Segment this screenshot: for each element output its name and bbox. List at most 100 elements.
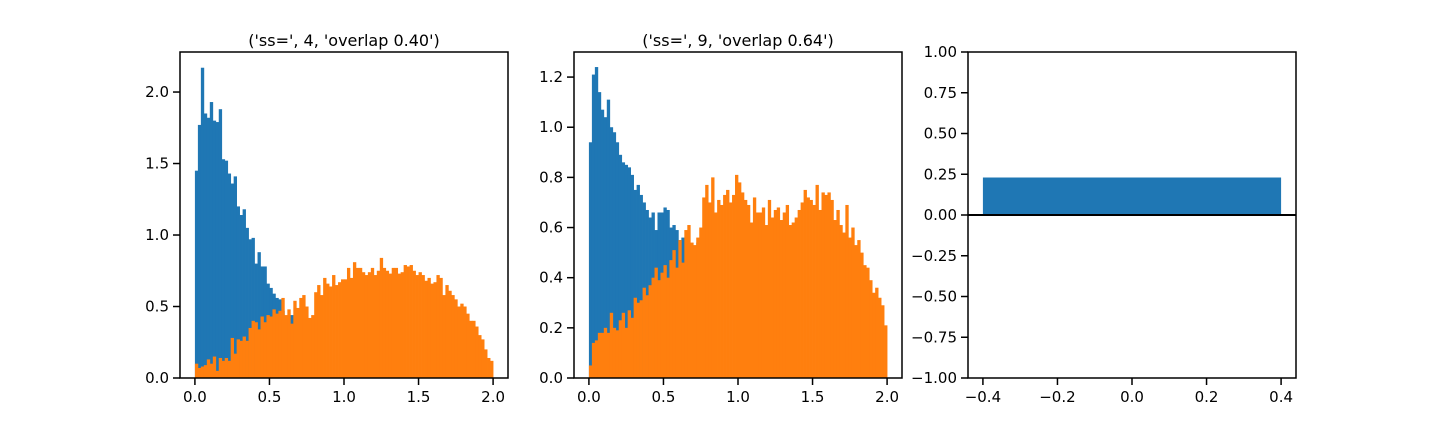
x-tick-label: 1.0 (332, 388, 356, 406)
histogram-bar (236, 206, 240, 378)
histogram-bar (451, 295, 455, 378)
histogram-bar (260, 316, 264, 378)
histogram-bar (738, 182, 742, 378)
histogram-bar (230, 183, 235, 378)
histogram-bar (639, 194, 643, 378)
y-axis: −1.00 −0.75 −0.50 −0.25 0.00 0.25 0.50 0.75 1.00 (911, 43, 968, 387)
histogram-bar (323, 277, 327, 378)
histogram-bar (445, 285, 449, 378)
histogram-bar (382, 267, 387, 378)
histogram-bar (684, 230, 688, 378)
histogram-bar (466, 313, 470, 378)
y-tick-label: −1.00 (911, 369, 957, 387)
histogram-bar (427, 277, 431, 378)
panel-2-marks (588, 67, 888, 379)
histogram-bar (269, 316, 273, 378)
histogram-bar (696, 237, 700, 378)
histogram-bar (224, 160, 229, 378)
histogram-bar (227, 360, 232, 378)
histogram-bar (609, 127, 614, 378)
histogram-bar (278, 310, 282, 378)
histogram-bar (218, 109, 223, 378)
x-tick-label: 0.2 (1195, 388, 1219, 406)
histogram-bar (317, 285, 321, 378)
histogram-bar (591, 342, 596, 378)
series-2-bars (194, 257, 494, 378)
histogram-bar (761, 207, 766, 378)
histogram-bar (367, 272, 372, 378)
histogram-bar (215, 122, 220, 378)
histogram-bar (726, 189, 730, 378)
histogram-bar (633, 189, 637, 378)
histogram-bar (717, 199, 721, 378)
histogram-bar (370, 267, 375, 378)
histogram-bar (376, 270, 381, 378)
histogram-bar (326, 283, 330, 378)
histogram-bar (848, 237, 852, 378)
histogram-bar (203, 365, 208, 378)
histogram-bar (385, 270, 390, 378)
histogram-bar (597, 92, 602, 379)
histogram-bar (299, 297, 303, 378)
histogram-bar (773, 209, 778, 378)
bar-panel-3: −0.4 −0.2 0.0 0.2 0.4 −1.00 −0.75 −0.50 −0.25 0.0… (911, 43, 1297, 406)
series-2-bars (588, 174, 888, 378)
histogram-bar (669, 260, 673, 378)
x-axis: 0.0 0.5 1.0 1.5 2.0 (183, 378, 505, 406)
histogram-bar (400, 272, 404, 378)
histogram-bar (209, 363, 214, 378)
histogram-bar (460, 303, 464, 378)
histogram-bar (797, 209, 801, 378)
histogram-bar (612, 327, 617, 378)
histogram-bar (469, 320, 473, 378)
histogram-bar (588, 365, 593, 378)
histogram-bar (251, 237, 255, 378)
histogram-bar (418, 272, 422, 378)
y-tick-label: 0.0 (539, 369, 563, 387)
histogram-bar (409, 265, 413, 378)
histogram-bar (833, 220, 837, 378)
histogram-bar (197, 124, 202, 378)
histogram-bar (257, 252, 261, 378)
histogram-bar (352, 262, 357, 378)
histogram-bar (615, 142, 620, 378)
histogram-bar (218, 357, 223, 378)
histogram-bar (770, 217, 775, 378)
histogram-bar (749, 222, 754, 378)
histogram-bar (263, 266, 267, 378)
x-tick-label: 1.0 (726, 388, 750, 406)
histogram-bar (254, 263, 258, 378)
histogram-bar (403, 265, 407, 378)
histogram-bar (415, 275, 419, 378)
histogram-bar (221, 159, 226, 378)
histogram-bar (600, 332, 605, 378)
histogram-bar (645, 209, 649, 378)
histogram-bar (308, 317, 312, 378)
y-tick-label: −0.25 (911, 247, 957, 265)
histogram-bar (287, 309, 291, 378)
histogram-bar (839, 225, 843, 378)
histogram-bar (624, 164, 629, 378)
histogram-bar (242, 209, 246, 378)
histogram-bar (627, 310, 631, 378)
panel-1-marks (194, 67, 494, 379)
y-tick-label: −0.75 (911, 328, 957, 346)
histogram-bar (194, 170, 199, 378)
panel-2-title: ('ss=', 9, 'overlap 0.64') (642, 31, 833, 50)
y-tick-label: 1.00 (924, 43, 957, 61)
histogram-bar (487, 357, 491, 378)
histogram-bar (206, 117, 211, 379)
histogram-bar (472, 320, 476, 378)
histogram-bar (690, 242, 694, 378)
histogram-bar (794, 217, 798, 378)
histogram-bar (675, 267, 679, 378)
y-axis: 0.0 0.2 0.4 0.6 0.8 1.0 1.2 (539, 68, 574, 387)
y-tick-label: 1.2 (539, 68, 563, 86)
histogram-bar (687, 225, 691, 378)
histogram-bar (806, 197, 810, 378)
histogram-bar (475, 326, 479, 378)
histogram-bar (239, 215, 243, 378)
histogram-bar (878, 297, 882, 378)
histogram-bar (397, 273, 401, 378)
histogram-bar (767, 199, 772, 378)
